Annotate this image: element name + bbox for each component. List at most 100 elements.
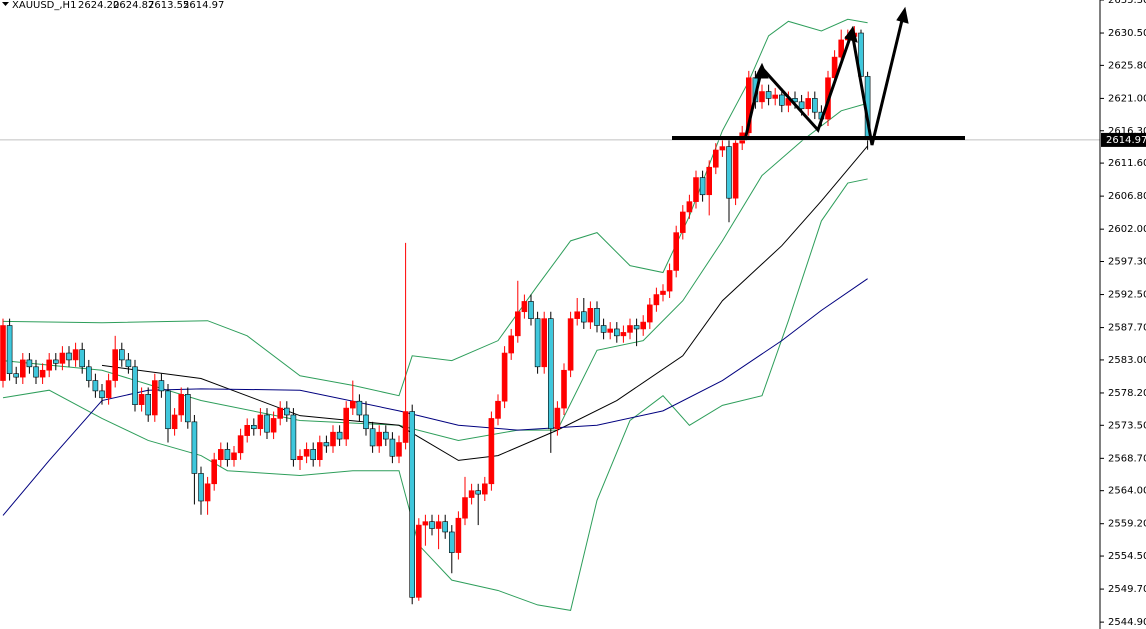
candle-body bbox=[290, 414, 297, 461]
candle-body bbox=[13, 373, 19, 378]
candle-body bbox=[376, 431, 383, 447]
candle-body bbox=[72, 349, 79, 361]
candle-body bbox=[594, 308, 600, 326]
drawn-annotations bbox=[672, 6, 965, 146]
chart-title: XAUUSD_,H1 bbox=[12, 0, 76, 11]
candle-body bbox=[237, 435, 244, 454]
y-tick-label: 2602.00 bbox=[1108, 224, 1146, 235]
candle-body bbox=[138, 394, 145, 405]
candle-body bbox=[514, 311, 521, 337]
candle-body bbox=[119, 349, 125, 361]
candle-body bbox=[600, 325, 607, 333]
candle-body bbox=[660, 290, 666, 295]
indicator-line bbox=[101, 145, 868, 461]
candle-body bbox=[468, 490, 475, 498]
candle-body bbox=[402, 411, 409, 443]
candle-body bbox=[508, 335, 515, 354]
candle-body bbox=[640, 321, 647, 330]
candle-body bbox=[481, 483, 488, 495]
candle-body bbox=[145, 394, 151, 416]
candle-body bbox=[561, 369, 567, 409]
indicator-line bbox=[2, 278, 868, 516]
indicator-line bbox=[2, 18, 868, 397]
candle-body bbox=[679, 211, 686, 233]
candle-body bbox=[198, 473, 204, 502]
candle-body bbox=[547, 318, 554, 430]
y-tick-label: 2564.00 bbox=[1108, 486, 1146, 497]
y-tick-label: 2573.50 bbox=[1108, 420, 1146, 431]
candle-body bbox=[178, 394, 184, 416]
candle-body bbox=[218, 449, 224, 461]
y-tick-label: 2611.60 bbox=[1108, 158, 1146, 169]
y-tick-label: 2625.80 bbox=[1108, 60, 1146, 71]
plot-area bbox=[0, 18, 1100, 611]
candle-body bbox=[231, 452, 237, 461]
candle-body bbox=[501, 352, 508, 402]
candle-body bbox=[759, 91, 765, 103]
candle-body bbox=[283, 407, 290, 416]
candle-body bbox=[185, 394, 191, 423]
candle-body bbox=[798, 101, 805, 110]
candle-body bbox=[666, 270, 673, 292]
candle-body bbox=[422, 521, 429, 526]
candle-body bbox=[396, 442, 402, 457]
candle-body bbox=[488, 418, 495, 485]
indicator-line bbox=[2, 102, 868, 441]
candle-body bbox=[343, 407, 350, 440]
candle-body bbox=[620, 332, 627, 337]
candle-body bbox=[369, 428, 376, 447]
candle-body bbox=[112, 349, 118, 381]
price-labels: 2635.30 2630.50 2625.80 2621.00 2616.30 2611.… bbox=[1100, 0, 1146, 628]
y-tick-label: 2635.30 bbox=[1108, 0, 1146, 6]
zigzag-arrow bbox=[743, 15, 905, 146]
candle-body bbox=[627, 325, 633, 333]
current-price-label: 2614.97 bbox=[1106, 135, 1146, 146]
candle-body bbox=[33, 366, 39, 378]
menu-icon bbox=[2, 2, 9, 6]
candle-body bbox=[165, 390, 171, 430]
candle-body bbox=[693, 177, 699, 202]
candle-body bbox=[363, 414, 369, 430]
candle-body bbox=[125, 359, 132, 368]
candle-body bbox=[92, 380, 99, 392]
candle-body bbox=[171, 414, 178, 430]
y-tick-label: 2616.30 bbox=[1108, 126, 1146, 137]
candle-body bbox=[6, 325, 13, 374]
y-tick-label: 2578.20 bbox=[1108, 388, 1146, 399]
candle-body bbox=[587, 308, 594, 323]
candle-body bbox=[105, 380, 112, 399]
candle-body bbox=[706, 166, 713, 196]
candle-body bbox=[46, 359, 53, 371]
current-price-box bbox=[1101, 132, 1146, 147]
candle-body bbox=[455, 517, 462, 553]
candle-body bbox=[673, 232, 680, 271]
candle-body bbox=[646, 304, 653, 323]
candle-body bbox=[448, 531, 455, 553]
candle-body bbox=[495, 400, 501, 419]
candle-body bbox=[349, 400, 356, 409]
candle-body bbox=[158, 380, 165, 392]
ohlc-high: 2624.87 bbox=[113, 0, 154, 11]
candle-body bbox=[132, 366, 138, 405]
candle-body bbox=[66, 352, 72, 361]
ohlc-open: 2624.20 bbox=[78, 0, 119, 11]
candle-body bbox=[580, 311, 587, 323]
candle-body bbox=[257, 414, 264, 430]
y-tick-label: 2568.70 bbox=[1108, 453, 1146, 464]
candle-body bbox=[39, 369, 46, 378]
candle-body bbox=[534, 318, 541, 368]
candle-body bbox=[0, 325, 6, 381]
candle-body bbox=[607, 328, 614, 333]
y-tick-label: 2606.80 bbox=[1108, 191, 1146, 202]
candle-body bbox=[653, 294, 660, 306]
y-tick-label: 2587.70 bbox=[1108, 323, 1146, 334]
candle-body bbox=[211, 459, 217, 485]
candle-body bbox=[442, 521, 449, 533]
candle-body bbox=[712, 149, 719, 168]
candle-body bbox=[554, 407, 561, 430]
candle-body bbox=[389, 438, 396, 457]
candle-body bbox=[435, 521, 442, 529]
candle-body bbox=[59, 352, 66, 364]
candle-body bbox=[745, 77, 752, 134]
